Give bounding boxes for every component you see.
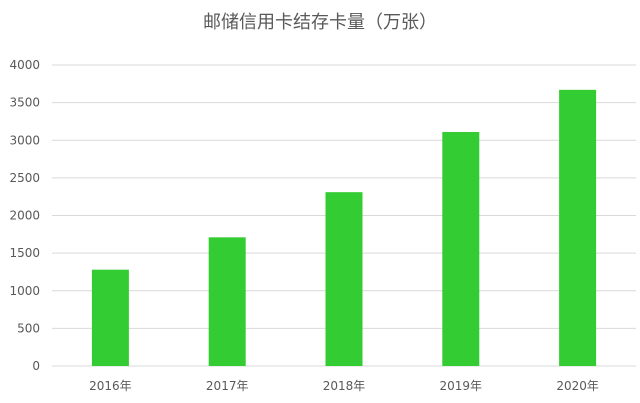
y-tick-label: 4000	[9, 58, 40, 72]
y-tick-label: 3500	[9, 96, 40, 110]
x-tick-label: 2016年	[89, 379, 132, 393]
chart-title: 邮储信用卡结存卡量（万张）	[203, 12, 437, 33]
bar	[442, 131, 480, 366]
bar	[559, 89, 597, 367]
y-tick-label: 500	[17, 321, 40, 335]
bar	[208, 237, 246, 366]
x-tick-label: 2020年	[556, 379, 599, 393]
bar	[91, 269, 129, 366]
bar	[325, 192, 363, 366]
y-tick-label: 1500	[9, 246, 40, 260]
x-tick-label: 2017年	[206, 379, 249, 393]
x-tick-label: 2018年	[323, 379, 366, 393]
y-tick-label: 2500	[9, 171, 40, 185]
x-tick-label: 2019年	[440, 379, 483, 393]
y-tick-label: 1000	[9, 284, 40, 298]
y-tick-label: 3000	[9, 133, 40, 147]
y-tick-label: 2000	[9, 209, 40, 223]
y-tick-label: 0	[32, 359, 40, 373]
